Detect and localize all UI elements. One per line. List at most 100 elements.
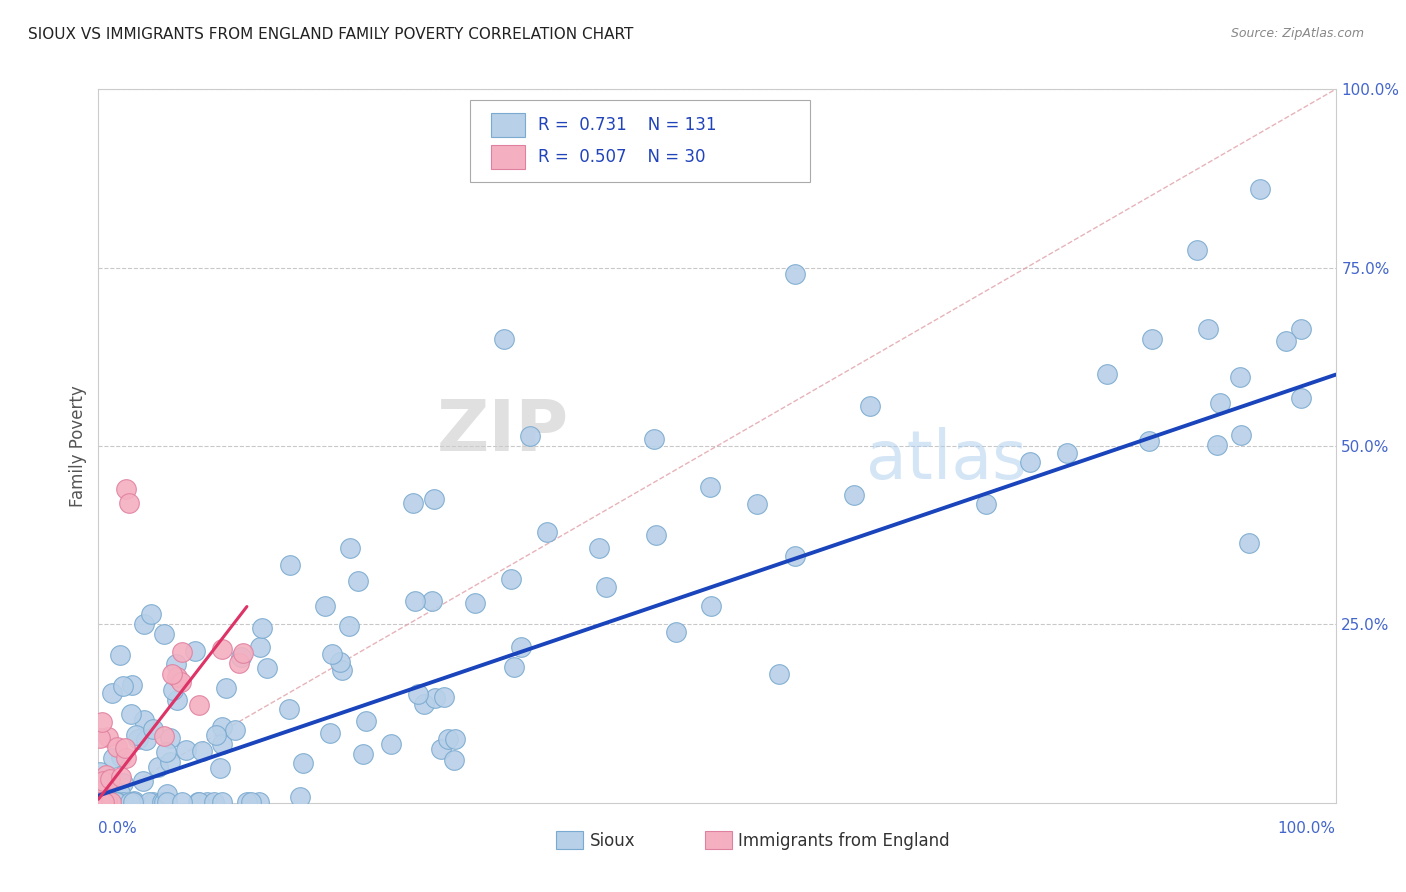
Point [132, 617, 155, 632]
Point [643, 432, 665, 446]
Point [347, 574, 370, 588]
Point [1239, 536, 1261, 550]
Point [93, 795, 115, 809]
Point [127, 731, 149, 746]
Point [288, 789, 311, 804]
FancyBboxPatch shape [470, 100, 810, 182]
FancyBboxPatch shape [557, 831, 583, 849]
Point [974, 497, 997, 511]
Point [132, 774, 155, 789]
Point [785, 549, 807, 564]
Point [93, 795, 115, 809]
Point [89, 731, 111, 746]
Point [1056, 446, 1078, 460]
Point [252, 621, 274, 635]
Point [665, 624, 688, 639]
Point [122, 793, 145, 807]
Point [1209, 396, 1232, 410]
Point [139, 607, 162, 621]
Point [1289, 391, 1312, 405]
Point [188, 698, 211, 712]
Point [204, 728, 226, 742]
Point [91, 774, 114, 789]
Point [134, 713, 156, 727]
Point [174, 742, 197, 756]
Point [135, 732, 157, 747]
Point [89, 795, 111, 809]
Point [1095, 368, 1118, 382]
Point [114, 740, 136, 755]
FancyBboxPatch shape [491, 112, 526, 137]
Point [184, 644, 207, 658]
Point [235, 795, 257, 809]
Y-axis label: Family Poverty: Family Poverty [69, 385, 87, 507]
Point [536, 525, 558, 540]
Point [277, 702, 299, 716]
Point [97, 730, 120, 744]
Point [90, 779, 112, 793]
Point [256, 661, 278, 675]
Point [93, 795, 115, 809]
Point [1249, 182, 1271, 196]
Point [100, 795, 122, 809]
Point [291, 756, 314, 771]
Point [121, 678, 143, 692]
Point [97, 795, 120, 809]
Point [1206, 438, 1229, 452]
Point [89, 780, 111, 795]
Point [240, 795, 263, 809]
Point [96, 795, 118, 809]
Point [211, 737, 233, 751]
Point [1291, 322, 1313, 336]
Point [110, 750, 132, 764]
Point [321, 648, 343, 662]
Point [138, 795, 160, 809]
Point [339, 541, 361, 556]
Point [101, 685, 124, 699]
Point [170, 795, 193, 809]
Point [153, 795, 176, 809]
Point [423, 492, 446, 507]
Point [595, 580, 617, 594]
Point [499, 572, 522, 586]
Point [444, 731, 467, 746]
Point [1019, 455, 1042, 469]
Text: atlas: atlas [866, 427, 1026, 493]
Point [115, 751, 138, 765]
Point [118, 795, 141, 809]
Point [436, 732, 458, 747]
Point [96, 795, 118, 809]
Point [1140, 332, 1163, 346]
Point [104, 795, 127, 809]
Point [202, 795, 225, 809]
Point [232, 647, 254, 661]
Point [112, 679, 135, 693]
Point [142, 723, 165, 737]
Point [105, 739, 128, 754]
Point [433, 690, 456, 704]
Point [188, 795, 211, 809]
Point [1229, 369, 1251, 384]
Point [159, 731, 181, 746]
Point [329, 655, 352, 669]
Point [224, 723, 246, 737]
Point [519, 429, 541, 443]
Point [278, 558, 301, 572]
Point [425, 691, 447, 706]
Point [228, 656, 250, 670]
Point [153, 729, 176, 743]
Point [96, 795, 118, 809]
Point [169, 675, 191, 690]
Text: Sioux: Sioux [589, 831, 636, 849]
Point [211, 795, 233, 809]
Point [247, 795, 270, 809]
Point [354, 714, 377, 728]
Point [121, 795, 143, 809]
Point [105, 795, 128, 809]
Text: Immigrants from England: Immigrants from England [738, 831, 949, 849]
Point [156, 787, 179, 801]
Point [406, 687, 429, 701]
Point [156, 795, 179, 809]
Point [785, 267, 807, 281]
Point [699, 480, 721, 494]
